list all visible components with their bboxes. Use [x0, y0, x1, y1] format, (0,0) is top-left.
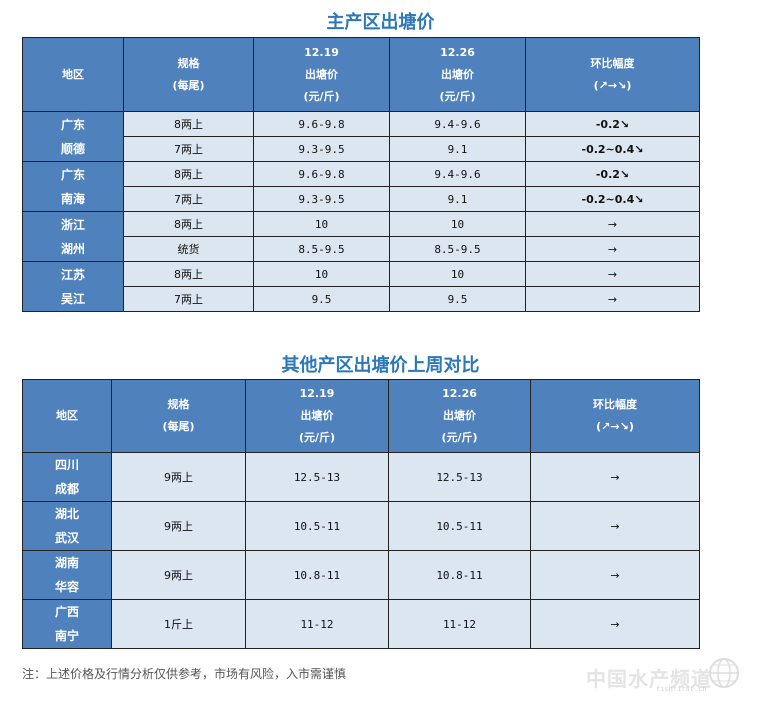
- globe-icon: [709, 658, 739, 688]
- table-row: 广东 顺德 8两上 9.6-9.8 9.4-9.6 -0.2↘: [22, 111, 700, 162]
- spec-cell: 9两上: [111, 550, 246, 600]
- table-row: 湖北 武汉 9两上 10.5-11 10.5-11 →: [22, 501, 700, 551]
- spec-cell: 8两上: [123, 211, 254, 237]
- price-date2-cell: 9.5: [389, 286, 526, 312]
- table-row: 7两上 9.3-9.5 9.1 -0.2~0.4↘: [23, 186, 700, 212]
- header-spec: 规格 (每尾): [123, 37, 254, 112]
- header-change: 环比幅度 (↗→↘): [530, 379, 700, 453]
- price-date2-cell: 10: [389, 261, 526, 287]
- spec-cell: 7两上: [123, 286, 254, 312]
- table-row: 江苏 吴江 8两上 10 10 →: [22, 261, 700, 312]
- header-date2: 12.26 出塘价 (元/斤): [389, 37, 526, 112]
- header-region: 地区: [22, 379, 112, 453]
- table-row: 7两上 9.3-9.5 9.1 -0.2~0.4↘: [23, 136, 700, 162]
- header-date1: 12.19 出塘价 (元/斤): [253, 37, 390, 112]
- change-cell: -0.2~0.4↘: [525, 136, 700, 162]
- table-row: 广东 南海 8两上 9.6-9.8 9.4-9.6 -0.2↘: [22, 161, 700, 212]
- table-row: 浙江 湖州 8两上 10 10 →: [22, 211, 700, 262]
- table-row: 湖南 华容 9两上 10.8-11 10.8-11 →: [22, 550, 700, 600]
- price-date2-cell: 9.1: [389, 136, 526, 162]
- table-row: 统货 8.5-9.5 8.5-9.5 →: [23, 236, 700, 262]
- table-row: 广西 南宁 1斤上 11-12 11-12 →: [22, 599, 700, 649]
- region-cell: 江苏 吴江: [22, 261, 124, 312]
- header-date2: 12.26 出塘价 (元/斤): [388, 379, 531, 453]
- price-date1-cell: 10: [253, 261, 390, 287]
- table-row: 四川 成都 9两上 12.5-13 12.5-13 →: [22, 452, 700, 502]
- header-change: 环比幅度 (↗→↘): [525, 37, 700, 112]
- change-cell: →: [525, 236, 700, 262]
- spec-cell: 7两上: [123, 186, 254, 212]
- price-date2-cell: 9.4-9.6: [389, 161, 526, 187]
- region-cell: 广东 顺德: [22, 111, 124, 162]
- price-date1-cell: 10.8-11: [245, 550, 389, 600]
- spec-cell: 1斤上: [111, 599, 246, 649]
- price-date1-cell: 9.5: [253, 286, 390, 312]
- price-date2-cell: 9.4-9.6: [389, 111, 526, 137]
- header-region: 地区: [22, 37, 124, 112]
- price-date2-cell: 10.5-11: [388, 501, 531, 551]
- region-cell: 浙江 湖州: [22, 211, 124, 262]
- main-price-table: 地区 规格 (每尾) 12.19 出塘价 (元/斤) 12.26 出塘价 (元/斤) 环比…: [22, 37, 700, 312]
- change-cell: -0.2↘: [525, 111, 700, 137]
- change-cell: →: [530, 501, 700, 551]
- other-table-title: 其他产区出塘价上周对比: [281, 355, 480, 376]
- price-date1-cell: 9.3-9.5: [253, 186, 390, 212]
- change-cell: →: [530, 550, 700, 600]
- spec-cell: 9两上: [111, 501, 246, 551]
- change-cell: →: [530, 452, 700, 502]
- price-date2-cell: 9.1: [389, 186, 526, 212]
- region-cell: 湖南 华容: [22, 550, 112, 600]
- price-date1-cell: 8.5-9.5: [253, 236, 390, 262]
- site-watermark: 中国水产频道 fishfirst.cn: [582, 655, 742, 697]
- spec-cell: 8两上: [123, 161, 254, 187]
- price-date2-cell: 10.8-11: [388, 550, 531, 600]
- change-cell: →: [525, 211, 700, 237]
- price-date1-cell: 9.3-9.5: [253, 136, 390, 162]
- header-spec: 规格 (每尾): [111, 379, 246, 453]
- price-date2-cell: 10: [389, 211, 526, 237]
- price-date2-cell: 8.5-9.5: [389, 236, 526, 262]
- price-date1-cell: 10.5-11: [245, 501, 389, 551]
- change-cell: -0.2↘: [525, 161, 700, 187]
- other-price-table: 地区 规格 (每尾) 12.19 出塘价 (元/斤) 12.26 出塘价 (元/斤) 环比…: [22, 379, 700, 649]
- region-cell: 四川 成都: [22, 452, 112, 502]
- price-date1-cell: 10: [253, 211, 390, 237]
- price-date1-cell: 9.6-9.8: [253, 161, 390, 187]
- spec-cell: 统货: [123, 236, 254, 262]
- change-cell: -0.2~0.4↘: [525, 186, 700, 212]
- region-cell: 广东 南海: [22, 161, 124, 212]
- main-table-title: 主产区出塘价: [326, 12, 435, 33]
- spec-cell: 8两上: [123, 261, 254, 287]
- watermark-text: 中国水产频道: [586, 667, 712, 691]
- region-cell: 广西 南宁: [22, 599, 112, 649]
- watermark-url: fishfirst.cn: [656, 685, 707, 693]
- table-row: 7两上 9.5 9.5 →: [23, 286, 700, 312]
- change-cell: →: [525, 286, 700, 312]
- header-date1: 12.19 出塘价 (元/斤): [245, 379, 389, 453]
- change-cell: →: [530, 599, 700, 649]
- price-date2-cell: 11-12: [388, 599, 531, 649]
- spec-cell: 7两上: [123, 136, 254, 162]
- price-date1-cell: 12.5-13: [245, 452, 389, 502]
- disclaimer-note: 注：上述价格及行情分析仅供参考，市场有风险，入市需谨慎: [22, 667, 347, 681]
- price-date1-cell: 11-12: [245, 599, 389, 649]
- price-date2-cell: 12.5-13: [388, 452, 531, 502]
- spec-cell: 9两上: [111, 452, 246, 502]
- region-cell: 湖北 武汉: [22, 501, 112, 551]
- price-date1-cell: 9.6-9.8: [253, 111, 390, 137]
- spec-cell: 8两上: [123, 111, 254, 137]
- change-cell: →: [525, 261, 700, 287]
